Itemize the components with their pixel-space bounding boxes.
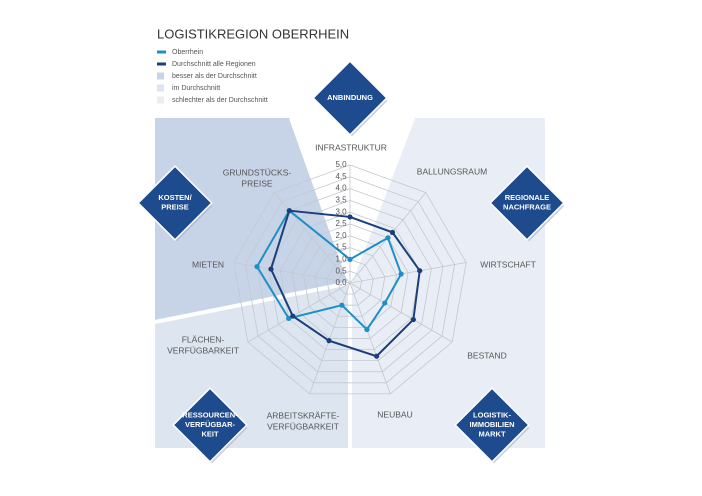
grid-ring: [303, 235, 397, 328]
tick-label: 2,5: [335, 219, 347, 228]
data-point: [374, 353, 380, 359]
diamond-label: REGIONALE: [505, 193, 550, 202]
grid-ring: [291, 223, 409, 339]
category-label: FLÄCHEN-: [182, 334, 225, 344]
data-point: [382, 300, 388, 306]
tick-label: 3,0: [335, 207, 347, 216]
data-point: [268, 266, 274, 272]
category-label: VERFÜGBARKEIT: [167, 345, 239, 355]
category-label: BESTAND: [467, 350, 507, 360]
diamond-label: VERFÜGBAR-: [185, 420, 236, 429]
diamond-label: NACHFRAGE: [503, 203, 551, 212]
legend-label: Oberrhein: [172, 49, 203, 56]
diamond-label: LOGISTIK-: [473, 410, 511, 419]
spoke: [349, 262, 467, 284]
category-label: BALLUNGSRAUM: [417, 166, 487, 176]
series-line: [269, 209, 421, 358]
diamond: [454, 387, 530, 463]
grid-ring: [268, 199, 432, 362]
tick-label: 0,0: [335, 278, 347, 287]
data-point: [290, 313, 296, 319]
chart-title: LOGISTIKREGION OBERRHEIN: [157, 26, 349, 41]
tick-label: 1,0: [335, 255, 347, 264]
grid-ring: [244, 176, 456, 384]
diamond: [489, 165, 565, 241]
tick-label: 4,0: [335, 184, 347, 193]
data-point: [286, 208, 292, 214]
category-label: VERFÜGBARKEIT: [267, 421, 339, 431]
grid-ring: [279, 211, 421, 350]
tick-label: 0,5: [335, 266, 347, 275]
category-label: ARBEITSKRÄFTE-: [267, 410, 340, 420]
diamond-label: MARKT: [478, 429, 505, 438]
spoke: [247, 282, 351, 343]
series-line: [255, 209, 403, 332]
tick-label: 1,5: [335, 243, 347, 252]
spoke: [233, 262, 351, 284]
data-point: [364, 326, 370, 333]
category-label: NEUBAU: [377, 409, 412, 419]
spoke: [349, 282, 453, 343]
diamond-label: IMMOBILIEN: [470, 420, 515, 429]
legend-label: schlechter als der Durchschnitt: [172, 97, 268, 104]
data-point: [410, 316, 416, 323]
data-point: [385, 235, 391, 241]
category-label: WIRTSCHAFT: [480, 259, 536, 269]
data-point: [347, 256, 353, 262]
spoke: [273, 192, 351, 284]
legend-swatch: [157, 84, 164, 92]
category-label: GRUNDSTÜCKS-: [223, 167, 292, 177]
diamond-label: KEIT: [201, 429, 219, 438]
tick-label: 4,5: [335, 172, 347, 181]
data-point: [326, 338, 332, 344]
grid-ring: [326, 258, 374, 306]
category-label: INFRASTRUKTUR: [315, 142, 387, 152]
diamond-label: PREISE: [161, 203, 189, 212]
data-point: [254, 264, 260, 270]
grid-ring: [337, 270, 363, 295]
grid-ring: [314, 247, 386, 317]
tick-label: 3,5: [335, 196, 347, 205]
legend-label: besser als der Durchschnitt: [172, 73, 257, 80]
category-label: PREISE: [241, 178, 273, 188]
data-point: [339, 302, 345, 308]
tick-label: 5,0: [335, 160, 347, 169]
data-point: [389, 229, 396, 235]
spoke: [349, 282, 391, 395]
data-point: [286, 315, 292, 321]
legend-label: im Durchschnitt: [172, 85, 220, 92]
region: [155, 118, 350, 322]
tick-label: 2,0: [335, 231, 347, 240]
data-point: [417, 268, 423, 274]
diamond-label: KOSTEN/: [158, 193, 192, 202]
diamond: [137, 165, 213, 241]
data-point: [398, 271, 404, 277]
diamond-label: ANBINDUNG: [327, 93, 373, 102]
category-label: MIETEN: [192, 259, 224, 269]
legend-label: Durchschnitt alle Regionen: [172, 61, 256, 68]
grid-ring: [233, 164, 467, 395]
diamond: [172, 387, 248, 463]
diamond: [312, 60, 388, 136]
legend-swatch: [157, 72, 164, 80]
data-point: [347, 214, 353, 220]
legend-swatch: [157, 96, 164, 104]
diamond-label: RESSOURCEN-: [182, 410, 238, 419]
